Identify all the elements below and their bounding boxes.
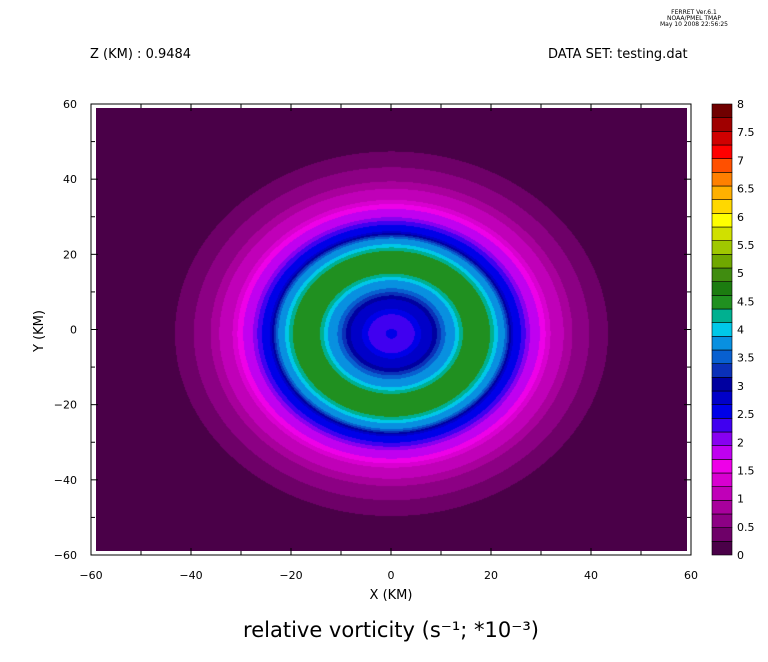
- org-label: NOAA/PMEL TMAP: [667, 15, 721, 22]
- colorbar-label: 5: [737, 267, 744, 280]
- colorbar-label: 1: [737, 493, 744, 506]
- colorbar-swatch: [711, 131, 733, 146]
- colorbar-swatch: [711, 404, 733, 419]
- colorbar-label: 0.5: [737, 521, 755, 534]
- colorbar-label: 3: [737, 380, 744, 393]
- colorbar-swatch: [711, 144, 733, 159]
- x-tick-label: −40: [179, 569, 202, 582]
- colorbar-swatch: [711, 431, 733, 446]
- colorbar-swatch: [711, 199, 733, 214]
- colorbar-swatch: [711, 295, 733, 310]
- colorbar-swatch: [711, 541, 733, 556]
- colorbar-swatch: [711, 472, 733, 487]
- y-tick-label: −40: [54, 474, 77, 487]
- colorbar-swatch: [711, 281, 733, 296]
- date-label: May 10 2008 22:56:25: [660, 21, 728, 28]
- colorbar-swatch: [711, 418, 733, 433]
- x-tick-label: 20: [484, 569, 498, 582]
- colorbar-swatch: [711, 308, 733, 323]
- y-tick-label: 20: [63, 248, 77, 261]
- y-tick-label: 60: [63, 98, 77, 111]
- contour-field: [96, 108, 687, 551]
- x-tick-label: 0: [388, 569, 395, 582]
- colorbar-swatch: [711, 527, 733, 542]
- y-axis-label: Y (KM): [32, 310, 47, 353]
- colorbar-label: 6.5: [737, 183, 755, 196]
- colorbar-label: 5.5: [737, 239, 755, 252]
- colorbar-label: 7: [737, 154, 744, 167]
- colorbar-swatch: [711, 240, 733, 255]
- z-level-label: Z (KM) : 0.9484: [90, 47, 192, 62]
- y-tick-label: 0: [70, 324, 77, 337]
- colorbar-swatch: [711, 213, 733, 228]
- y-tick-label: −20: [54, 399, 77, 412]
- colorbar-label: 4.5: [737, 295, 755, 308]
- colorbar-swatch: [711, 486, 733, 501]
- colorbar-swatch: [711, 117, 733, 132]
- colorbar-swatch: [711, 158, 733, 173]
- contour-field-image: [96, 108, 687, 551]
- colorbar-swatch: [711, 500, 733, 515]
- colorbar-label: 0: [737, 549, 744, 562]
- colorbar-swatch: [711, 513, 733, 528]
- x-tick-label: −20: [279, 569, 302, 582]
- colorbar-label: 2: [737, 436, 744, 449]
- x-tick-label: 60: [684, 569, 698, 582]
- colorbar-label: 2.5: [737, 408, 755, 421]
- colorbar-swatch: [711, 363, 733, 378]
- y-tick-label: −60: [54, 549, 77, 562]
- colorbar-swatch: [711, 226, 733, 241]
- colorbar-label: 7.5: [737, 126, 755, 139]
- y-tick-label: 40: [63, 173, 77, 186]
- colorbar-label: 4: [737, 324, 744, 337]
- plot-axes: −60 −40 −20 0 20 40 60 −60 −40 −20 0 20 40 60: [54, 98, 698, 582]
- colorbar-swatch: [711, 103, 733, 118]
- colorbar-swatch: [711, 459, 733, 474]
- colorbar-swatch: [711, 254, 733, 269]
- colorbar: 0 0.5 1 1.5 2 2.5 3 3.5 4 4.5 5 5.5 6 6.5 7 7.5 8: [711, 98, 755, 562]
- colorbar-label: 3.5: [737, 352, 755, 365]
- colorbar-swatch: [711, 185, 733, 200]
- colorbar-swatch: [711, 336, 733, 351]
- x-tick-label: 40: [584, 569, 598, 582]
- colorbar-label: 6: [737, 211, 744, 224]
- colorbar-swatch: [711, 377, 733, 392]
- colorbar-label: 1.5: [737, 464, 755, 477]
- colorbar-label: 8: [737, 98, 744, 111]
- colorbar-swatch: [711, 322, 733, 337]
- program-label: FERRET Ver.6.1: [671, 9, 717, 16]
- colorbar-swatch: [711, 445, 733, 460]
- x-axis-label: X (KM): [370, 588, 413, 603]
- dataset-label: DATA SET: testing.dat: [548, 47, 688, 62]
- x-tick-label: −60: [79, 569, 102, 582]
- colorbar-swatch: [711, 172, 733, 187]
- colorbar-swatch: [711, 267, 733, 282]
- colorbar-swatch: [711, 390, 733, 405]
- chart-title: relative vorticity (s⁻¹; *10⁻³): [243, 618, 539, 642]
- colorbar-swatch: [711, 349, 733, 364]
